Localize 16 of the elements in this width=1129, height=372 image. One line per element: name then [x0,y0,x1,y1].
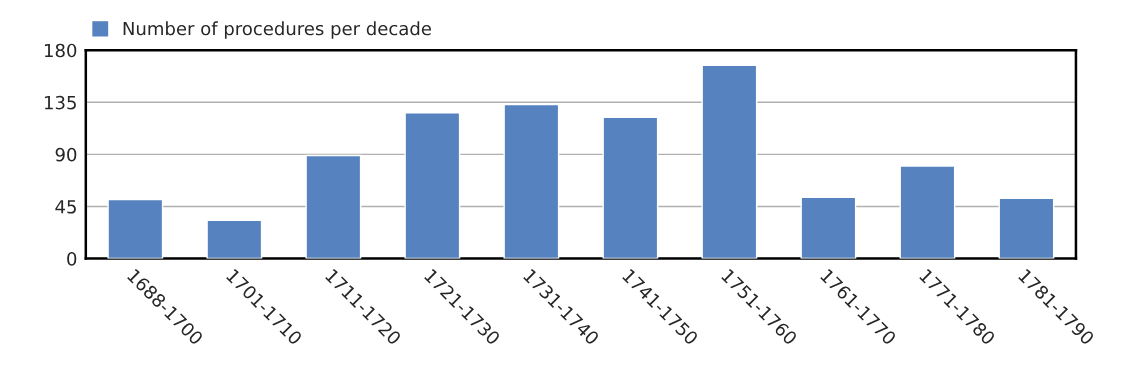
legend-label: Number of procedures per decade [123,21,431,39]
y-tick-label: 180 [44,43,77,58]
y-tick-label: 135 [44,95,76,110]
bar [305,154,362,259]
y-tick-label: 0 [67,252,77,266]
bar [602,116,659,259]
y-tick-label: 45 [55,200,76,214]
bar [206,219,263,259]
bar [503,103,560,259]
bar [899,165,956,259]
y-tick-label: 90 [55,147,77,162]
bar [701,64,758,259]
bar [404,112,461,259]
bar [107,198,164,259]
bar [800,196,857,259]
bar [998,197,1055,259]
